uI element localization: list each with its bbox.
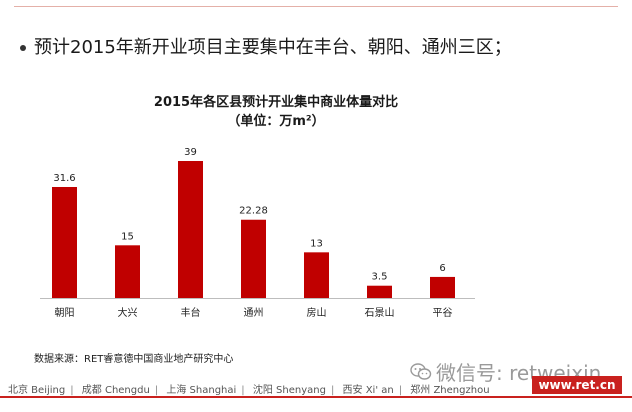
footer-city: 成都 Chengdu	[81, 385, 150, 396]
data-label: 6	[439, 263, 445, 274]
footer-city: 西安 Xi' an	[342, 385, 394, 396]
footer-cities: 北京 Beijing | 成都 Chengdu | 上海 Shanghai | 沈阳 …	[8, 385, 490, 396]
category-label: 平谷	[433, 307, 453, 319]
data-label: 31.6	[53, 173, 75, 184]
category-label: 房山	[307, 306, 327, 319]
bar	[430, 276, 455, 298]
footer-city: 上海 Shanghai	[166, 385, 237, 396]
data-label: 13	[310, 238, 323, 249]
brand-logo[interactable]: www.ret.cn	[532, 376, 622, 394]
data-label: 3.5	[372, 272, 388, 283]
bar	[115, 245, 140, 298]
category-label: 石景山	[365, 307, 395, 319]
top-divider	[14, 6, 618, 7]
category-label: 朝阳	[55, 307, 75, 319]
bar	[304, 252, 329, 298]
category-label: 通州	[244, 307, 264, 319]
data-label: 22.28	[239, 206, 268, 217]
wechat-icon	[410, 362, 432, 380]
chart-title: 2015年各区县预计开业集中商业体量对比	[153, 95, 399, 110]
bullet-dot-icon	[20, 45, 26, 51]
data-source: 数据来源：RET睿意德中国商业地产研究中心	[34, 354, 234, 365]
data-label: 39	[184, 147, 197, 158]
bottom-divider	[0, 396, 632, 398]
footer-city: 郑州 Zhengzhou	[410, 385, 490, 396]
chart-subtitle: （单位：万m²）	[227, 114, 325, 129]
category-label: 大兴	[118, 306, 138, 319]
category-label: 丰台	[181, 306, 201, 319]
bar	[241, 219, 266, 298]
bar	[52, 186, 77, 298]
data-label: 15	[121, 231, 134, 242]
footer-city: 沈阳 Shenyang	[252, 385, 326, 396]
bar	[178, 161, 203, 298]
bar	[367, 285, 392, 298]
bullet-text: 预计2015年新开业项目主要集中在丰台、朝阳、通州三区；	[34, 37, 512, 58]
footer-city: 北京 Beijing	[8, 385, 66, 396]
bullet-point: 预计2015年新开业项目主要集中在丰台、朝阳、通州三区；	[20, 33, 512, 59]
